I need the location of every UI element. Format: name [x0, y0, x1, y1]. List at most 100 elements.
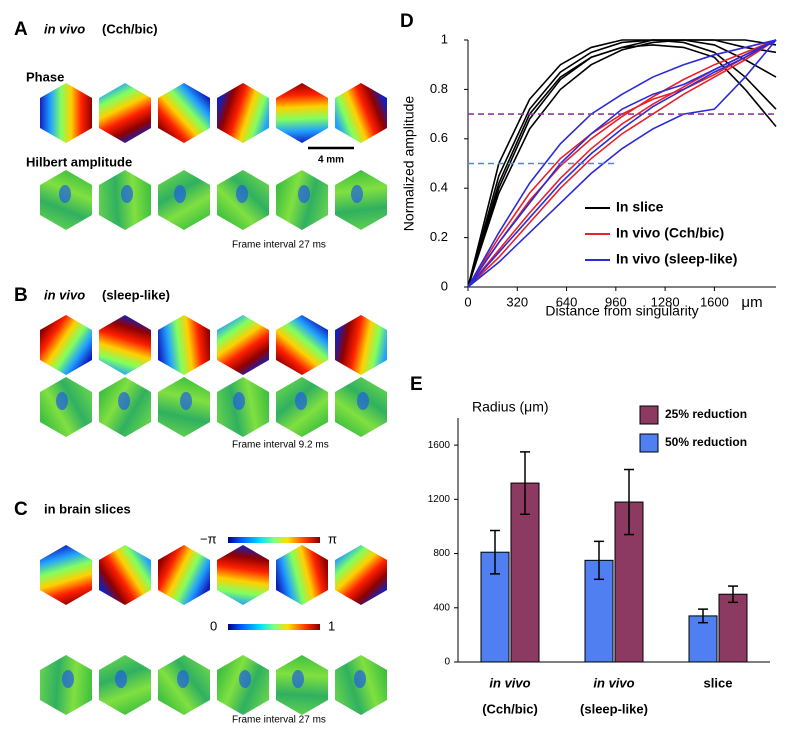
- x-tick-label: (sleep-like): [580, 701, 648, 716]
- y-tick-label: 1200: [428, 494, 451, 505]
- frame-note: Frame interval 27 ms: [232, 240, 326, 251]
- panel-letter: C: [14, 499, 28, 520]
- x-tick-label: slice: [704, 675, 733, 690]
- colorbar: [228, 624, 320, 630]
- curve: [467, 39, 777, 288]
- x-tick-label: 960: [605, 294, 627, 309]
- chart-d: D 0 0.2 0.4 0.6 0.8 1 0 320 640 960 1280 1600 μm Dista…: [400, 11, 777, 319]
- amplitude-spot: [121, 185, 133, 203]
- y-axis-label: Normalized amplitude: [401, 96, 417, 232]
- row-label: Phase: [26, 69, 64, 84]
- frame-note: Frame interval 9.2 ms: [232, 440, 329, 451]
- y-tick-label: 0.2: [430, 229, 448, 244]
- legend-label: 50% reduction: [665, 435, 747, 449]
- x-tick-label: 1280: [651, 294, 680, 309]
- panel-letter: B: [14, 285, 28, 306]
- amplitude-spot: [295, 392, 307, 410]
- chart-title: Radius (μm): [472, 399, 549, 415]
- curve: [467, 39, 777, 288]
- phase-map: [335, 545, 387, 605]
- row-label: Hilbert amplitude: [26, 154, 132, 169]
- phase-map: [99, 83, 151, 143]
- panel-title: in vivo: [44, 287, 85, 302]
- amplitude-spot: [180, 392, 192, 410]
- amplitude-spot: [298, 185, 310, 203]
- y-tick-label: 1: [441, 31, 448, 46]
- y-tick-label: 0.8: [430, 81, 448, 96]
- legend-label: 25% reduction: [665, 407, 747, 421]
- phase-map: [217, 83, 269, 143]
- panel-title: (sleep-like): [102, 287, 170, 302]
- colorbar-label: −π: [200, 531, 217, 546]
- curve: [467, 39, 777, 288]
- phase-map: [217, 315, 269, 375]
- phase-map: [217, 545, 269, 605]
- colorbar-label: π: [328, 531, 337, 546]
- x-unit: μm: [741, 294, 762, 311]
- bar: [718, 593, 748, 663]
- legend-label: In slice: [616, 199, 664, 215]
- amplitude-spot: [118, 392, 130, 410]
- phase-map: [158, 545, 210, 605]
- phase-map: [335, 83, 387, 143]
- x-axis-label: Distance from singularity: [545, 303, 698, 319]
- amplitude-spot: [239, 670, 251, 688]
- curve: [467, 39, 777, 288]
- phase-map: [40, 545, 92, 605]
- panel-title: (Cch/bic): [102, 21, 158, 36]
- amplitude-spot: [62, 670, 74, 688]
- x-tick-label: 1600: [700, 294, 729, 309]
- legend-swatch: [639, 433, 659, 453]
- phase-map: [276, 83, 328, 143]
- curve: [467, 39, 777, 288]
- colorbar: [228, 537, 320, 543]
- bar: [688, 615, 718, 663]
- panel-title: in brain slices: [44, 501, 131, 516]
- amplitude-spot: [174, 185, 186, 203]
- amplitude-spot: [177, 670, 189, 688]
- amplitude-spot: [233, 392, 245, 410]
- y-tick-label: 0.6: [430, 130, 448, 145]
- panel-letter: D: [400, 11, 414, 32]
- x-tick-label: 0: [464, 294, 471, 309]
- colorbar-label: 1: [328, 618, 335, 633]
- x-tick-label: in vivo: [593, 675, 634, 690]
- phase-map: [158, 83, 210, 143]
- legend-swatch: [639, 405, 659, 425]
- amplitude-spot: [236, 185, 248, 203]
- x-tick-label: 320: [506, 294, 528, 309]
- scale-bar-label: 4 mm: [318, 155, 344, 166]
- panel-letter: A: [14, 19, 28, 40]
- y-tick-label: 800: [433, 548, 450, 559]
- maps: [40, 83, 387, 715]
- phase-map: [40, 83, 92, 143]
- amplitude-spot: [357, 392, 369, 410]
- phase-map: [335, 315, 387, 375]
- curve: [467, 39, 777, 288]
- curve: [467, 39, 777, 288]
- phase-map: [99, 545, 151, 605]
- amplitude-spot: [354, 670, 366, 688]
- amplitude-spot: [56, 392, 68, 410]
- phase-map: [276, 545, 328, 605]
- x-tick-label: (Cch/bic): [482, 701, 538, 716]
- phase-map: [40, 315, 92, 375]
- amplitude-spot: [115, 670, 127, 688]
- x-tick-label: in vivo: [489, 675, 530, 690]
- y-tick-label: 0: [444, 657, 450, 668]
- legend-label: In vivo (Cch/bic): [616, 225, 724, 241]
- phase-map: [158, 315, 210, 375]
- curve: [467, 39, 777, 288]
- y-tick-label: 0.4: [430, 180, 448, 195]
- chart-e: E Radius (μm) 0 400 800 1200 1600 in vivo (Cch/b…: [410, 374, 770, 716]
- y-tick-label: 1600: [428, 440, 451, 451]
- phase-map: [276, 315, 328, 375]
- panel-title: in vivo: [44, 21, 85, 36]
- y-tick-label: 400: [433, 602, 450, 613]
- x-tick-label: 640: [556, 294, 578, 309]
- amplitude-spot: [59, 185, 71, 203]
- frame-note: Frame interval 27 ms: [232, 715, 326, 726]
- amplitude-spot: [292, 670, 304, 688]
- panel-letter: E: [410, 374, 423, 395]
